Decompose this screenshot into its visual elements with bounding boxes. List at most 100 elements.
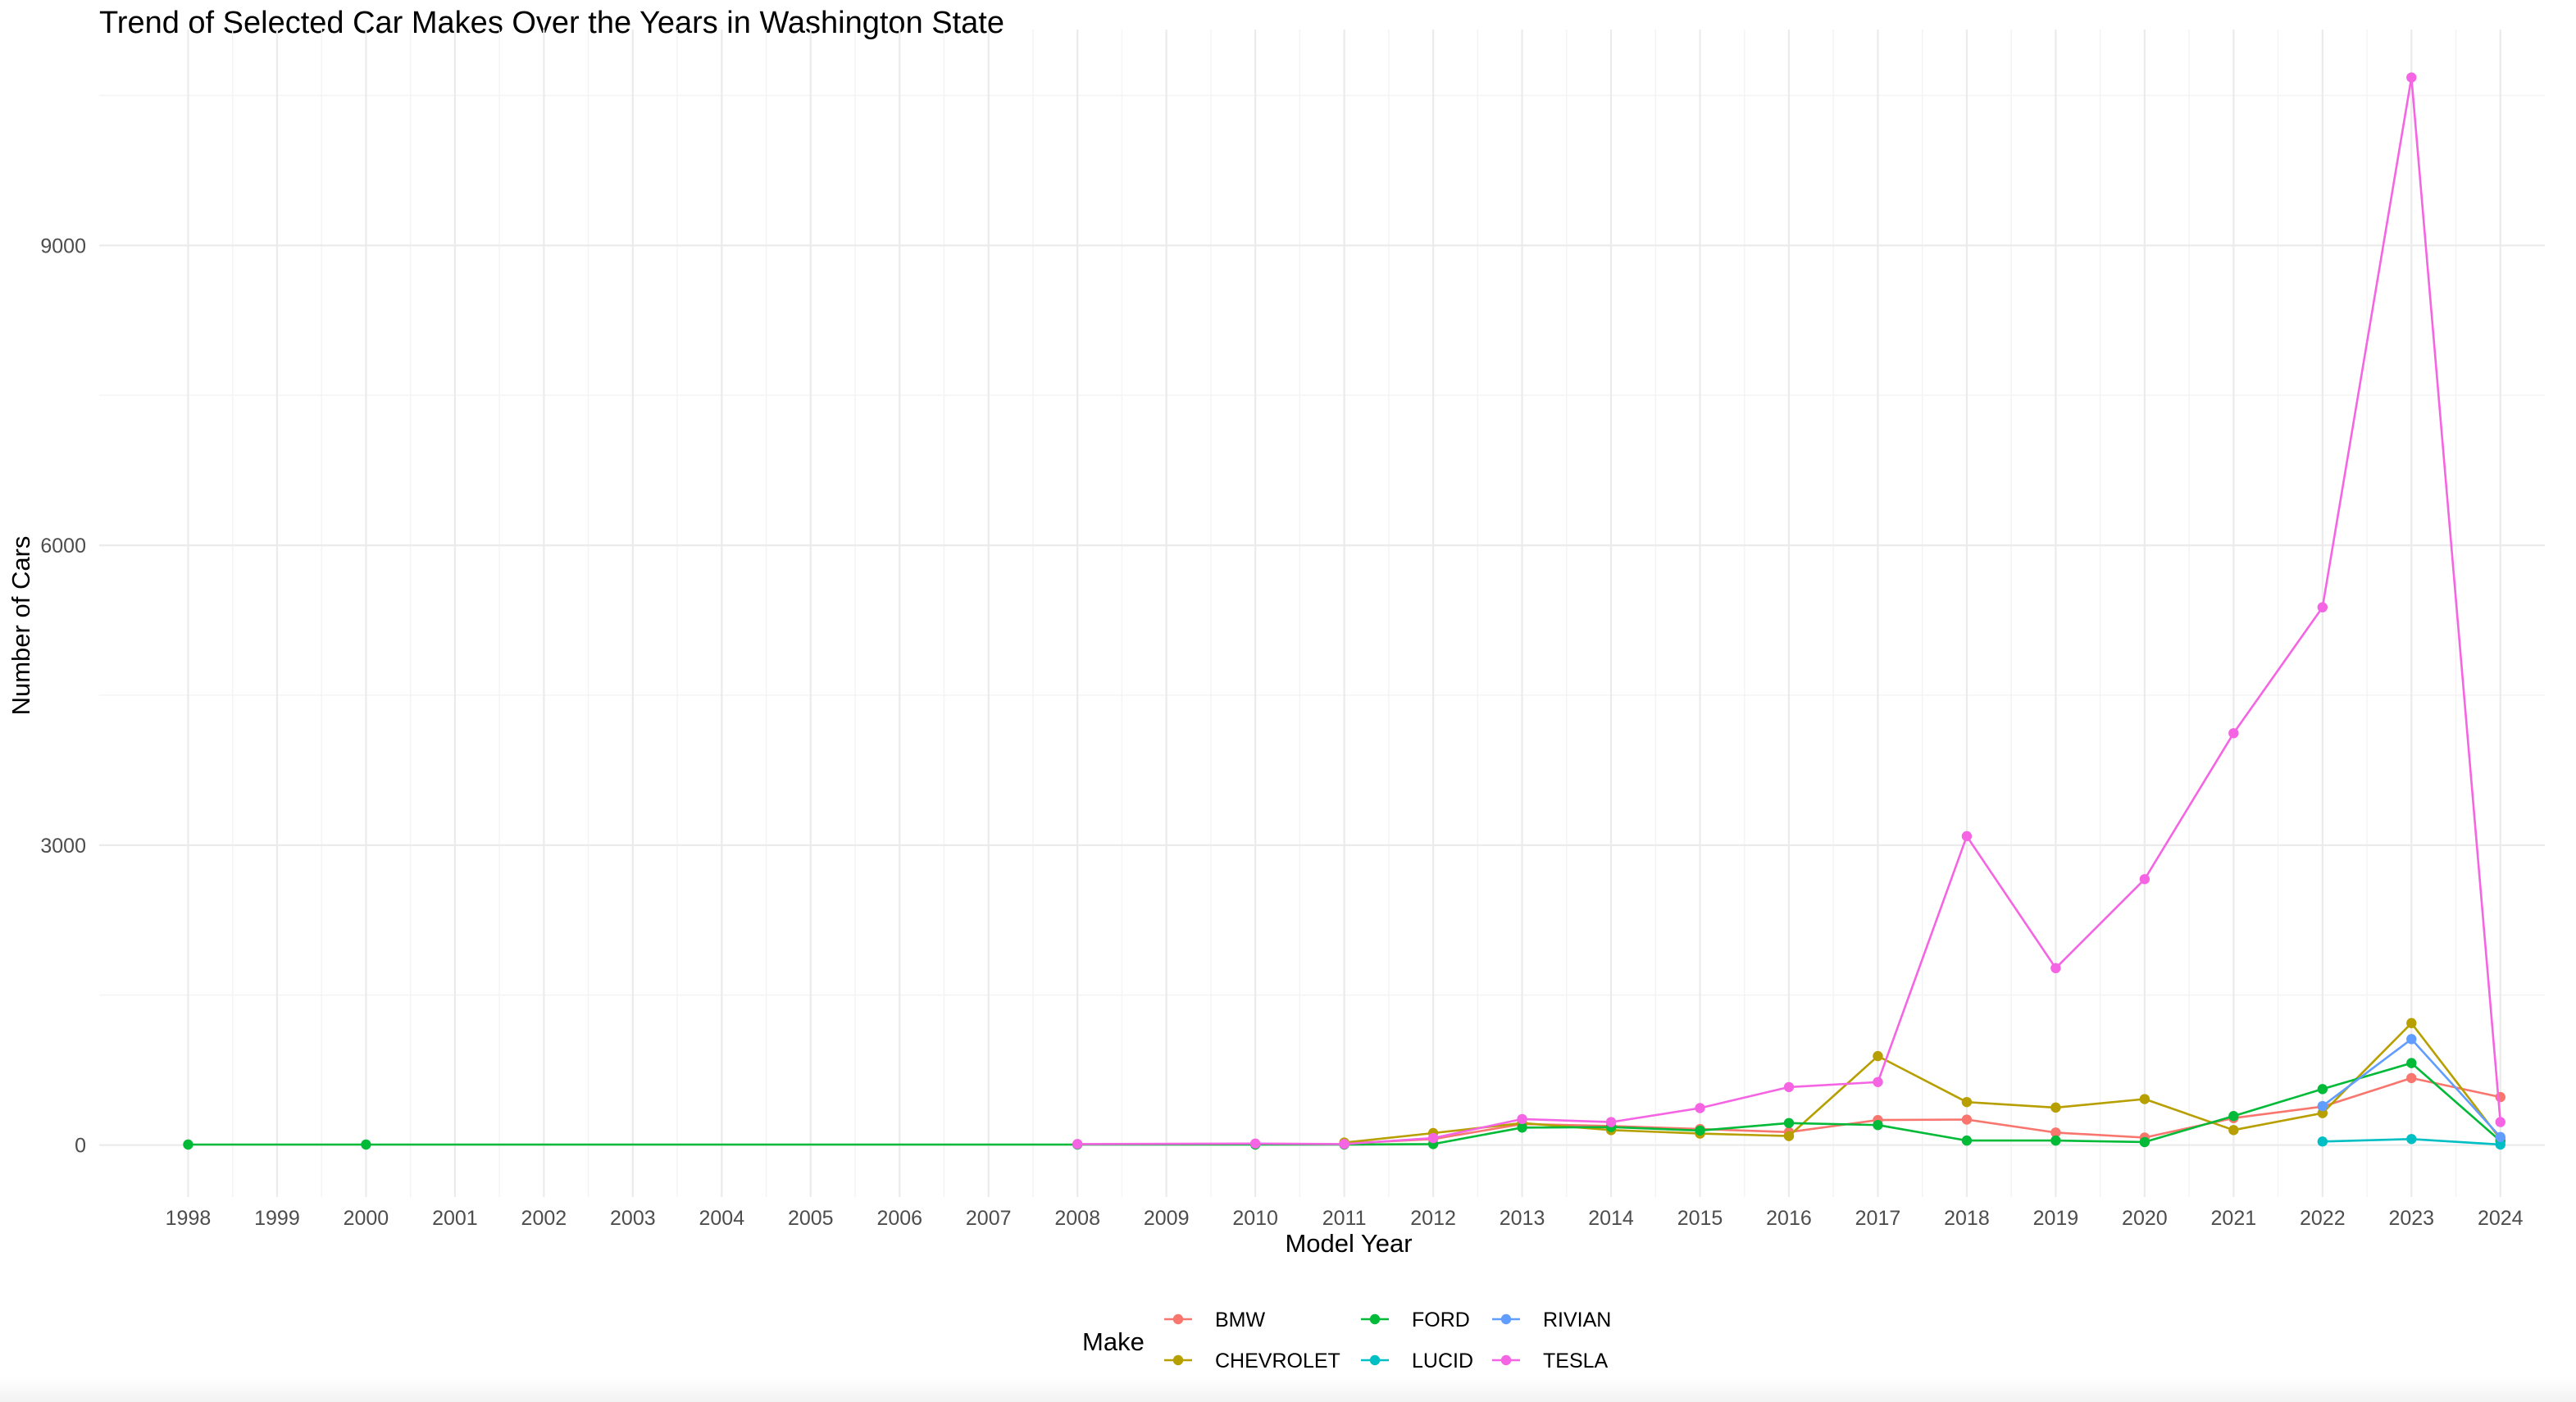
x-tick-label: 2011 bbox=[1322, 1207, 1367, 1230]
series-tesla bbox=[1072, 72, 2505, 1149]
data-point-tesla bbox=[1961, 831, 1973, 842]
data-point-bmw bbox=[2406, 1072, 2417, 1084]
x-axis-title: Model Year bbox=[1285, 1229, 1412, 1258]
data-point-ford bbox=[2228, 1111, 2239, 1122]
y-tick-label: 9000 bbox=[40, 234, 86, 257]
x-tick-label: 1999 bbox=[254, 1207, 300, 1230]
x-tick-label: 2000 bbox=[344, 1207, 389, 1230]
data-point-ford bbox=[2406, 1058, 2417, 1068]
data-point-bmw bbox=[2050, 1127, 2061, 1138]
data-point-tesla bbox=[1072, 1139, 1083, 1149]
x-tick-label: 2019 bbox=[2033, 1207, 2079, 1230]
x-tick-label: 2003 bbox=[610, 1207, 656, 1230]
data-point-ford bbox=[2050, 1135, 2061, 1146]
data-point-tesla bbox=[2139, 874, 2150, 885]
legend-key-point bbox=[1369, 1354, 1381, 1366]
y-tick-label: 3000 bbox=[40, 835, 86, 858]
data-point-chevrolet bbox=[2050, 1102, 2061, 1113]
data-point-tesla bbox=[1783, 1081, 1795, 1093]
data-point-chevrolet bbox=[2406, 1017, 2417, 1029]
x-tick-label: 2015 bbox=[1677, 1207, 1723, 1230]
data-point-chevrolet bbox=[2139, 1094, 2150, 1104]
data-point-tesla bbox=[1517, 1113, 1527, 1125]
x-tick-label: 2017 bbox=[1855, 1207, 1901, 1230]
data-point-chevrolet bbox=[2317, 1108, 2328, 1118]
data-point-ford bbox=[1517, 1122, 1527, 1133]
data-point-tesla bbox=[1605, 1117, 1617, 1127]
data-point-chevrolet bbox=[2228, 1125, 2239, 1136]
legend-key-point bbox=[1172, 1354, 1184, 1366]
legend-item-lucid: LUCID bbox=[1361, 1350, 1473, 1372]
y-axis-tick-labels: 0 3000 6000 9000 bbox=[40, 234, 86, 1157]
x-tick-label: 2024 bbox=[2478, 1207, 2524, 1230]
data-point-rivian bbox=[2495, 1131, 2505, 1143]
legend-item-ford: FORD bbox=[1361, 1309, 1470, 1331]
data-point-tesla bbox=[2406, 72, 2417, 83]
legend-label: TESLA bbox=[1543, 1350, 1609, 1372]
chart-title: Trend of Selected Car Makes Over the Yea… bbox=[99, 6, 1004, 40]
y-tick-label: 6000 bbox=[40, 535, 86, 558]
data-point-ford bbox=[2317, 1084, 2328, 1095]
data-point-ford bbox=[2139, 1136, 2150, 1148]
data-point-lucid bbox=[2317, 1136, 2328, 1147]
x-axis-tick-labels: 1998 1999 2000 2001 2002 2003 2004 2005 2006 2007… bbox=[166, 1207, 2524, 1230]
data-point-tesla bbox=[1249, 1138, 1261, 1149]
data-point-tesla bbox=[2495, 1117, 2505, 1127]
data-point-ford bbox=[1695, 1125, 1705, 1136]
x-tick-label: 2012 bbox=[1410, 1207, 1456, 1230]
x-tick-label: 2014 bbox=[1588, 1207, 1634, 1230]
y-tick-label: 0 bbox=[75, 1135, 86, 1158]
legend-key-point bbox=[1369, 1313, 1381, 1325]
series-lucid bbox=[2317, 1134, 2505, 1150]
legend-item-rivian: RIVIAN bbox=[1492, 1309, 1611, 1331]
series-lines bbox=[183, 72, 2505, 1150]
series-line-chevrolet bbox=[1344, 1022, 2501, 1144]
legend-label: BMW bbox=[1215, 1309, 1266, 1331]
data-point-ford bbox=[183, 1139, 193, 1150]
x-tick-label: 2016 bbox=[1766, 1207, 1812, 1230]
x-tick-label: 2005 bbox=[788, 1207, 834, 1230]
legend-label: LUCID bbox=[1412, 1350, 1473, 1372]
x-tick-label: 2020 bbox=[2122, 1207, 2168, 1230]
legend-label: FORD bbox=[1412, 1309, 1470, 1331]
legend-key-point bbox=[1500, 1354, 1512, 1366]
legend-item-chevrolet: CHEVROLET bbox=[1164, 1350, 1340, 1372]
data-point-ford bbox=[1961, 1135, 1973, 1146]
data-point-ford bbox=[1783, 1118, 1795, 1128]
x-tick-label: 2010 bbox=[1232, 1207, 1278, 1230]
x-tick-label: 2013 bbox=[1500, 1207, 1545, 1230]
y-axis-title: Number of Cars bbox=[7, 536, 35, 716]
x-tick-label: 2001 bbox=[432, 1207, 478, 1230]
data-point-rivian bbox=[2406, 1034, 2417, 1045]
series-line-tesla bbox=[1077, 76, 2502, 1145]
data-point-lucid bbox=[2406, 1134, 2417, 1145]
data-point-tesla bbox=[1339, 1139, 1349, 1149]
data-point-chevrolet bbox=[1783, 1131, 1795, 1141]
x-tick-label: 2022 bbox=[2300, 1207, 2346, 1230]
grid bbox=[99, 30, 2545, 1197]
data-point-tesla bbox=[1873, 1077, 1883, 1087]
legend-item-tesla: TESLA bbox=[1492, 1350, 1609, 1372]
data-point-tesla bbox=[2050, 963, 2061, 974]
legend-label: RIVIAN bbox=[1543, 1309, 1611, 1331]
data-point-chevrolet bbox=[1961, 1096, 1973, 1108]
data-point-bmw bbox=[2495, 1091, 2505, 1103]
legend: Make BMW CHEVROLET FORD LUCID RIVIAN TESLA bbox=[1082, 1309, 1611, 1372]
data-point-bmw bbox=[1961, 1114, 1973, 1125]
data-point-tesla bbox=[2317, 602, 2328, 612]
x-tick-label: 2018 bbox=[1944, 1207, 1990, 1230]
x-tick-label: 2023 bbox=[2388, 1207, 2434, 1230]
data-point-rivian bbox=[2317, 1100, 2328, 1112]
data-point-tesla bbox=[1695, 1103, 1705, 1113]
data-point-tesla bbox=[1427, 1132, 1439, 1144]
legend-key-point bbox=[1500, 1313, 1512, 1325]
data-point-ford bbox=[1873, 1120, 1883, 1131]
series-rivian bbox=[2317, 1034, 2505, 1143]
data-point-ford bbox=[361, 1139, 371, 1150]
data-point-lucid bbox=[2495, 1139, 2505, 1150]
legend-item-bmw: BMW bbox=[1164, 1309, 1266, 1331]
x-tick-label: 2002 bbox=[521, 1207, 567, 1230]
legend-key-point bbox=[1172, 1313, 1184, 1325]
x-tick-label: 2009 bbox=[1144, 1207, 1190, 1230]
